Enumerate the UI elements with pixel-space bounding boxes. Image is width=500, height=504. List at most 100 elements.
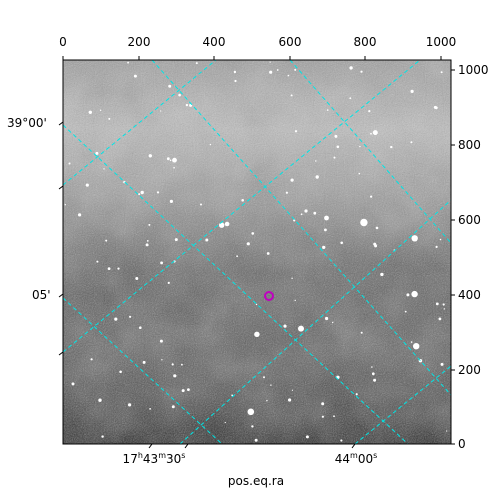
star [140, 190, 144, 195]
star [160, 261, 164, 265]
star [174, 238, 178, 242]
star [321, 402, 325, 406]
star [315, 160, 317, 162]
star [266, 400, 268, 402]
dec-grid-line [63, 60, 217, 186]
star [393, 249, 395, 251]
star [149, 408, 152, 410]
star [334, 134, 338, 138]
star [173, 166, 175, 169]
top-tick-label: 1000 [425, 35, 457, 49]
x-axis-label: pos.eq.ra [227, 474, 285, 488]
star [324, 215, 329, 221]
star [298, 325, 304, 332]
star [406, 293, 410, 297]
star [324, 228, 327, 232]
star [443, 308, 445, 310]
star [360, 331, 363, 334]
star [293, 219, 296, 222]
star [440, 362, 444, 366]
star [98, 398, 102, 402]
star [205, 238, 209, 242]
top-tick-label: 400 [202, 35, 226, 49]
ra-tick-label: 44m00s [334, 451, 378, 466]
star [172, 157, 177, 163]
star [234, 79, 237, 83]
star [255, 303, 258, 306]
star [390, 145, 393, 149]
star [159, 339, 163, 343]
star [246, 242, 250, 246]
star [128, 403, 132, 407]
star [269, 70, 273, 74]
star [129, 315, 132, 318]
star [119, 370, 122, 374]
star [171, 405, 175, 409]
star [287, 74, 290, 77]
star [336, 145, 340, 149]
star [410, 341, 413, 343]
star [290, 94, 293, 97]
star [161, 359, 163, 361]
dec-tick-label: 39°00' [7, 116, 47, 130]
dec-tick-label: 05' [32, 288, 51, 302]
star [304, 209, 308, 213]
star [251, 232, 255, 235]
star [251, 425, 254, 428]
star [254, 438, 258, 442]
star [288, 398, 292, 402]
star-field [64, 61, 448, 442]
star [446, 430, 448, 432]
star [142, 360, 146, 364]
star [166, 157, 170, 161]
star [90, 358, 93, 361]
bottom-tick-mark [351, 443, 356, 449]
star [411, 290, 418, 298]
star [178, 93, 181, 97]
star [254, 331, 260, 337]
star [224, 421, 226, 424]
star [340, 241, 344, 245]
star [99, 109, 102, 112]
star [138, 193, 141, 196]
left-tick-mark [58, 293, 64, 298]
star [173, 374, 177, 378]
star [433, 105, 437, 109]
star [294, 130, 298, 133]
star [181, 389, 185, 393]
star [349, 66, 353, 70]
star [181, 363, 183, 366]
ra-grid-line [289, 60, 451, 244]
star [269, 61, 271, 63]
axis-ticks [58, 56, 455, 449]
star [171, 363, 174, 366]
star [231, 394, 234, 397]
star [410, 89, 414, 93]
star [71, 382, 75, 386]
star [333, 415, 335, 418]
star [64, 204, 67, 206]
star [200, 203, 202, 206]
top-tick-label: 800 [353, 35, 377, 49]
star [168, 84, 172, 88]
star [135, 277, 139, 280]
star [294, 299, 296, 302]
star [332, 321, 334, 324]
star [439, 238, 442, 241]
star [224, 221, 230, 227]
star [321, 415, 324, 418]
star [325, 316, 329, 321]
star [167, 281, 170, 284]
star [349, 97, 352, 100]
star [359, 145, 361, 148]
right-tick-label: 1000 [458, 63, 489, 77]
star [291, 277, 293, 279]
top-tick-label: 600 [278, 35, 302, 49]
star [68, 162, 71, 165]
ra-grid-line [63, 297, 223, 444]
star [160, 110, 162, 112]
star [117, 267, 120, 270]
star [360, 218, 368, 227]
